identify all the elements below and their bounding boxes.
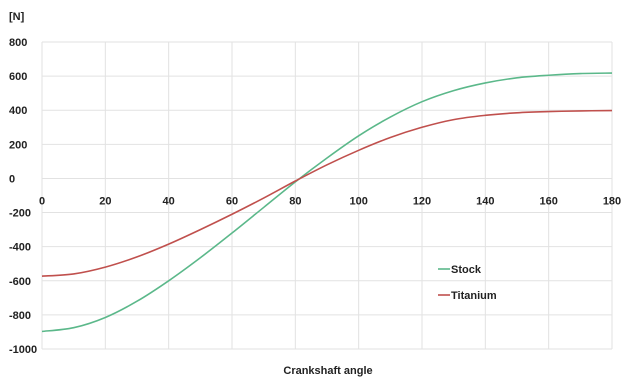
- y-tick-label: 800: [9, 37, 27, 49]
- x-axis-ticks: 0 20 40 60 80 100 120 140 160 180: [39, 195, 621, 207]
- y-tick-label: -1000: [9, 344, 37, 356]
- y-axis-ticks: 800 600 400 200 0 -200 -400 -600 -800 -1000: [9, 37, 37, 356]
- y-tick-label: -400: [9, 242, 31, 254]
- legend-label-titanium: Titanium: [451, 290, 497, 302]
- x-tick-label: 20: [99, 195, 111, 207]
- y-tick-label: 200: [9, 139, 27, 151]
- series-lines: [41, 72, 613, 333]
- x-tick-label: 140: [476, 195, 494, 207]
- x-axis-label: Crankshaft angle: [283, 365, 372, 377]
- x-tick-label: 60: [226, 195, 238, 207]
- y-tick-label: 400: [9, 105, 27, 117]
- x-tick-label: 160: [539, 195, 557, 207]
- y-tick-label: 0: [9, 173, 15, 185]
- series-line-titanium: [41, 109, 613, 277]
- legend: Stock Titanium: [438, 264, 497, 302]
- grid: [41, 41, 613, 350]
- y-tick-label: -200: [9, 208, 31, 220]
- series-line-stock: [41, 72, 613, 333]
- x-tick-label: 40: [163, 195, 175, 207]
- x-tick-label: 100: [349, 195, 367, 207]
- x-tick-label: 180: [603, 195, 621, 207]
- x-tick-label: 0: [39, 195, 45, 207]
- x-tick-label: 120: [413, 195, 431, 207]
- x-tick-label: 80: [289, 195, 301, 207]
- y-tick-label: -800: [9, 310, 31, 322]
- y-axis-label: [N]: [9, 11, 25, 23]
- y-tick-label: -600: [9, 276, 31, 288]
- y-tick-label: 600: [9, 71, 27, 83]
- legend-label-stock: Stock: [451, 264, 482, 276]
